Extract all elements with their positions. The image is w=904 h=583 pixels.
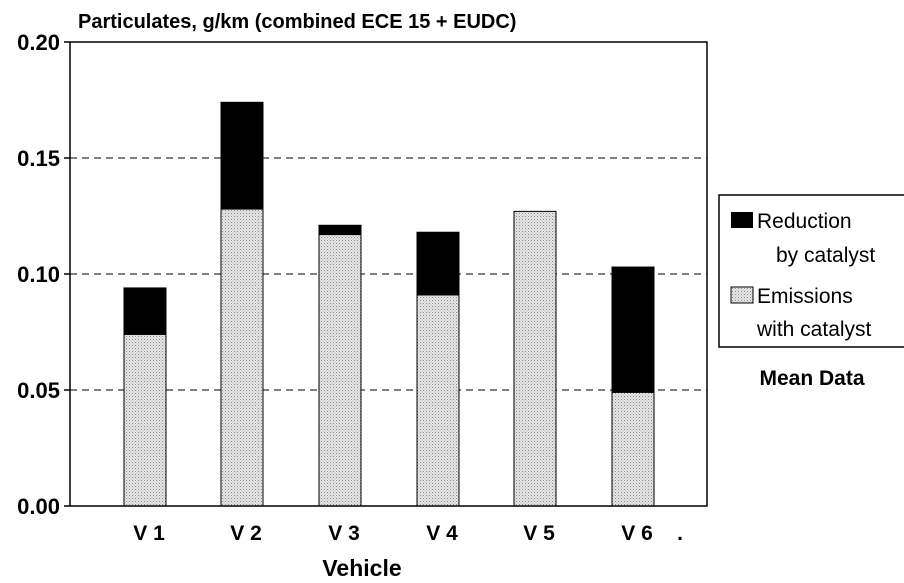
y-tick-label: 0.20 — [17, 30, 60, 55]
x-tick-label: V 2 — [230, 522, 262, 545]
legend-label-reduction-line2: by catalyst — [776, 244, 875, 267]
plot-area — [69, 41, 708, 507]
bar-emissions-6 — [611, 391, 655, 507]
x-tick-label: V 3 — [328, 522, 360, 545]
bar-reduction-4 — [416, 231, 460, 296]
y-tick-label: 0.15 — [17, 146, 60, 171]
y-tick-label: 0.00 — [17, 494, 60, 519]
mean-data-note: Mean Data — [759, 367, 864, 390]
bar-emissions-1 — [123, 333, 167, 507]
legend: Reduction by catalyst Emissions with cat… — [718, 194, 904, 348]
grid-lines — [70, 157, 707, 391]
bar-emissions-5 — [513, 210, 557, 507]
chart-title: Particulates, g/km (combined ECE 15 + EU… — [78, 11, 516, 33]
x-axis-trailing-mark: . — [677, 522, 683, 545]
legend-label-emissions-line1: Emissions — [757, 285, 853, 308]
legend-label-reduction-line1: Reduction — [757, 210, 852, 233]
x-tick-label: V 6 — [621, 522, 653, 545]
x-axis-ticks: V 1 V 2 V 3 V 4 V 5 V 6. — [133, 522, 683, 545]
bar-reduction-6 — [611, 266, 655, 393]
y-tick-label: 0.10 — [17, 262, 60, 287]
bar-emissions-2 — [220, 208, 264, 507]
bar-reduction-1 — [123, 287, 167, 335]
x-axis-label: Vehicle — [322, 555, 401, 581]
bar-reduction-2 — [220, 101, 264, 210]
legend-label-emissions-line2: with catalyst — [756, 318, 872, 341]
x-tick-label: V 1 — [133, 522, 165, 545]
x-tick-label: V 5 — [523, 522, 555, 545]
bars — [123, 101, 655, 507]
y-tick-label: 0.05 — [17, 378, 60, 403]
legend-swatch-reduction — [731, 212, 753, 228]
x-tick-label: V 4 — [426, 522, 458, 545]
y-axis-ticks: 0.00 0.05 0.10 0.15 0.20 — [17, 30, 70, 519]
legend-swatch-emissions — [730, 286, 754, 304]
bar-emissions-4 — [416, 294, 460, 507]
bar-reduction-3 — [318, 224, 362, 236]
bar-emissions-3 — [318, 234, 362, 507]
